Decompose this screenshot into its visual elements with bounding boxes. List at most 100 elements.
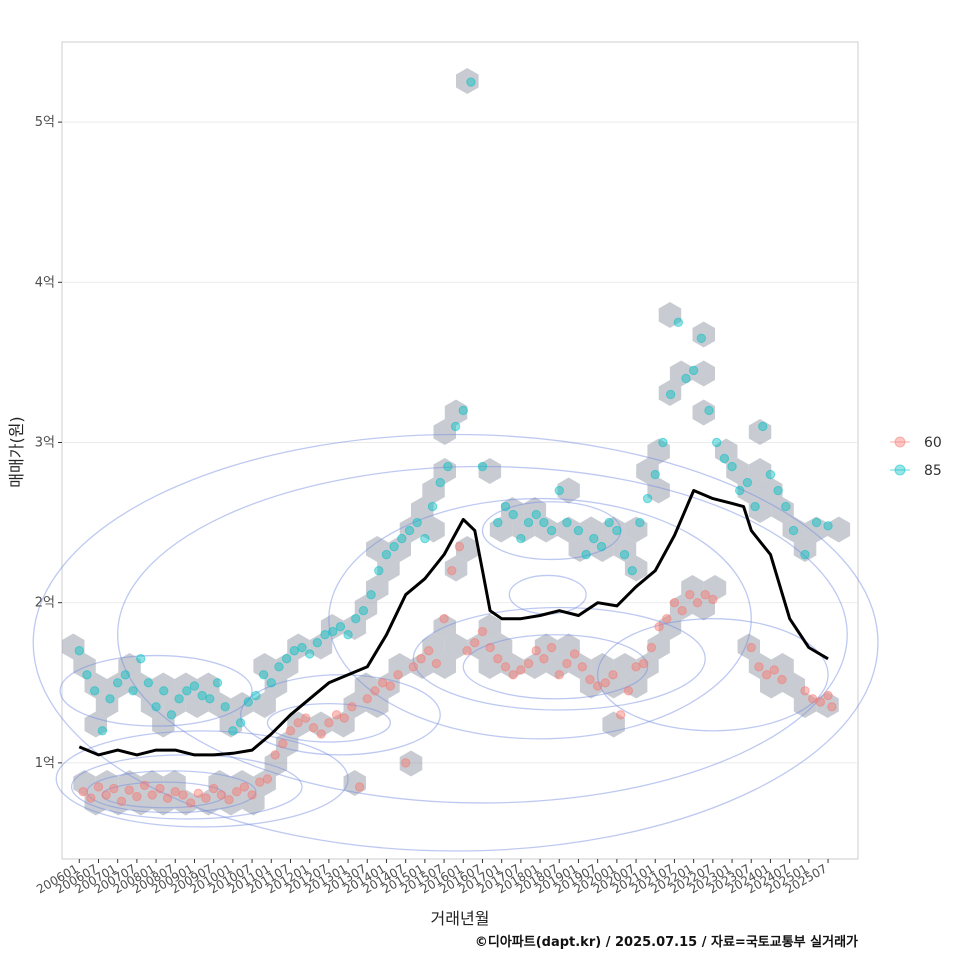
point-series-60	[201, 793, 211, 803]
point-series-85	[562, 517, 572, 528]
point-series-60	[339, 713, 349, 723]
point-series-60	[761, 670, 772, 680]
point-series-85	[166, 710, 177, 720]
point-series-85	[665, 389, 676, 400]
point-series-85	[358, 605, 369, 616]
point-series-85	[112, 678, 123, 688]
point-series-85	[343, 630, 353, 640]
point-series-85	[635, 517, 645, 528]
point-series-85	[758, 421, 768, 432]
point-series-60	[331, 710, 342, 720]
hexbin-cell	[275, 653, 299, 679]
point-series-60	[155, 783, 165, 794]
hexbin-cell	[793, 536, 817, 562]
point-series-60	[370, 686, 380, 696]
hexbin-cell	[591, 536, 614, 562]
point-series-60	[516, 665, 526, 675]
hexbin-cell	[152, 672, 175, 699]
point-series-60	[823, 690, 833, 701]
point-series-60	[639, 658, 649, 669]
point-series-85	[727, 461, 737, 472]
y-tick-label: 5억	[35, 115, 55, 130]
hexbin-cell	[95, 692, 119, 718]
point-series-85	[554, 485, 564, 496]
point-series-85	[174, 694, 184, 704]
density-contour	[412, 606, 706, 711]
legend: 60 85	[890, 435, 942, 479]
point-series-60	[293, 718, 303, 728]
point-series-60	[708, 594, 718, 605]
point-series-60	[78, 787, 88, 797]
point-series-60	[109, 783, 119, 794]
hexbin-cell	[613, 536, 637, 562]
density-contour	[70, 754, 303, 820]
point-series-60	[554, 670, 564, 680]
point-series-60	[247, 790, 257, 800]
density-contour	[328, 497, 752, 740]
density-contour	[117, 465, 848, 804]
point-series-60	[178, 790, 188, 800]
hexbin-cell	[748, 419, 772, 445]
hexbin-cell	[287, 711, 310, 738]
point-series-85	[404, 525, 415, 536]
point-series-85	[573, 525, 584, 536]
hexbin-cell	[230, 692, 254, 718]
hexbin-cell	[107, 789, 130, 816]
point-series-60	[208, 783, 219, 794]
point-series-60	[239, 782, 250, 792]
hexbin-cell	[287, 633, 310, 660]
hexbin-cell	[658, 380, 682, 406]
point-series-85	[427, 501, 438, 512]
x-axis-title: 거래년월	[431, 909, 490, 928]
point-series-85	[516, 533, 526, 544]
hexbin-cell	[782, 672, 805, 699]
point-series-85	[800, 549, 810, 560]
hexbin-cell	[197, 672, 220, 699]
hexbin-cell	[467, 633, 490, 660]
point-series-60	[170, 787, 180, 797]
point-series-60	[623, 686, 634, 696]
hexbin-cell	[636, 458, 659, 484]
hexbin-cell	[73, 770, 96, 796]
point-series-85	[89, 686, 100, 696]
point-series-60	[270, 750, 280, 760]
point-series-60	[216, 790, 227, 800]
point-series-60	[754, 662, 764, 672]
hexbin-cell	[174, 672, 198, 699]
point-series-85	[688, 365, 699, 376]
point-series-85	[251, 690, 261, 701]
hexbin-cell	[444, 633, 468, 660]
point-series-60	[523, 658, 534, 669]
point-series-85	[539, 517, 549, 528]
point-series-85	[182, 686, 192, 696]
point-series-85	[781, 501, 791, 512]
hexbin-cell	[748, 497, 772, 523]
hexbin-cell	[692, 594, 715, 621]
point-series-60	[615, 710, 626, 720]
point-series-85	[105, 694, 115, 704]
hexbin-cell	[366, 575, 389, 601]
point-series-85	[328, 626, 338, 637]
y-tick-label: 2억	[35, 596, 55, 611]
point-series-85	[289, 646, 300, 656]
point-series-60	[116, 796, 127, 807]
hexbin-cell	[433, 614, 456, 640]
point-series-85	[266, 678, 276, 688]
point-series-60	[807, 694, 818, 704]
point-series-85	[335, 622, 346, 632]
point-series-85	[477, 461, 488, 472]
hexbin-cell	[692, 360, 715, 387]
point-series-85	[320, 630, 330, 640]
hexbin-cell	[748, 458, 772, 484]
point-series-60	[677, 605, 687, 616]
point-series-60	[147, 790, 157, 800]
point-series-60	[769, 665, 779, 675]
point-series-85	[531, 509, 541, 520]
hexbin-cell	[760, 477, 783, 504]
point-series-85	[243, 697, 253, 707]
point-series-85	[627, 565, 637, 576]
point-series-60	[347, 702, 357, 712]
point-series-60	[800, 686, 810, 696]
point-series-60	[162, 793, 173, 803]
density-contour	[462, 634, 649, 700]
